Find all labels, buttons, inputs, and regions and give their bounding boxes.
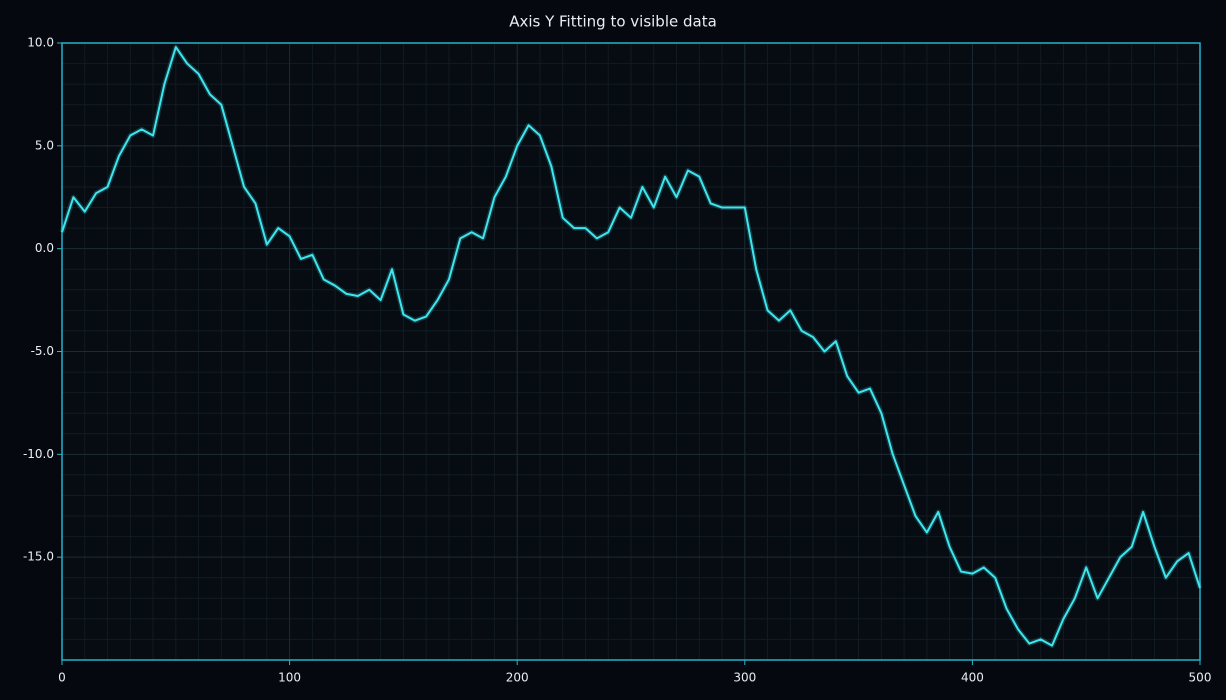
x-tick-label: 300: [733, 671, 756, 685]
y-tick-label: 5.0: [35, 138, 54, 152]
x-tick-label: 400: [961, 671, 984, 685]
x-tick-label: 200: [506, 671, 529, 685]
y-tick-label: -5.0: [31, 344, 54, 358]
x-tick-label: 0: [58, 671, 66, 685]
y-tick-label: -15.0: [23, 550, 54, 564]
chart-title: Axis Y Fitting to visible data: [509, 13, 717, 31]
x-tick-label: 100: [278, 671, 301, 685]
y-tick-label: 0.0: [35, 241, 54, 255]
plot-border: [61, 42, 1201, 661]
series-line: [61, 46, 1201, 647]
y-tick-label: -10.0: [23, 447, 54, 461]
y-tick-label: 10.0: [27, 36, 54, 50]
x-tick-label: 500: [1189, 671, 1212, 685]
